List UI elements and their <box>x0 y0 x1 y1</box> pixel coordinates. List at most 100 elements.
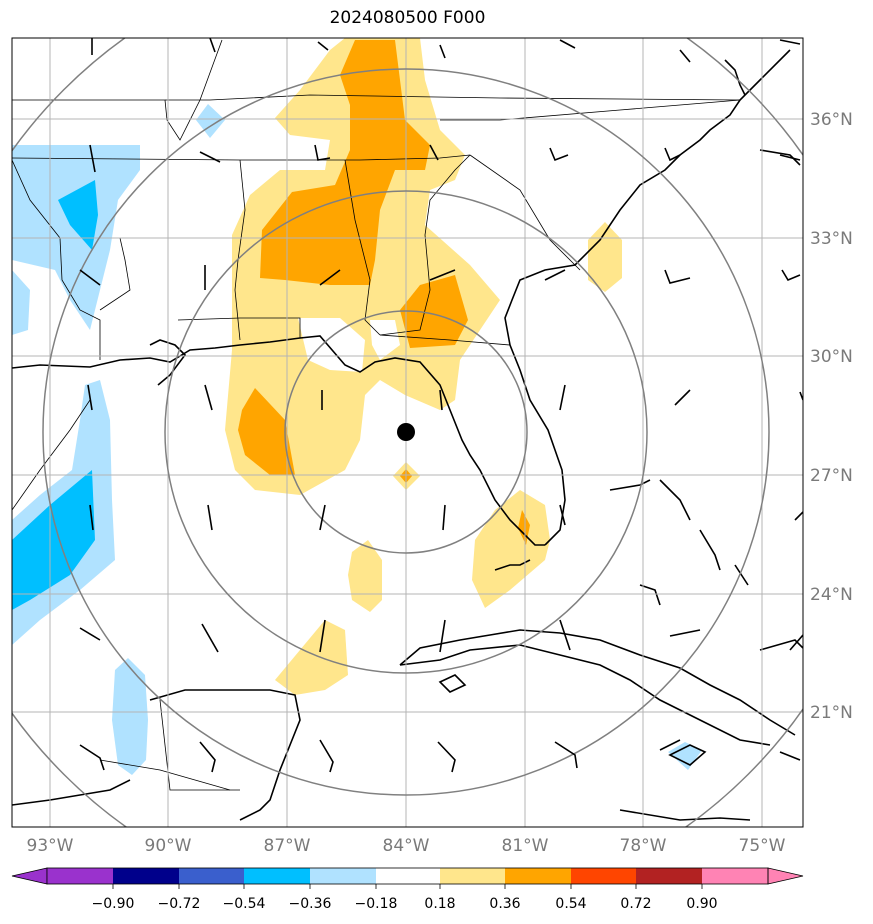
coast-bahamas-2 <box>659 479 691 521</box>
colorbar-segment <box>440 868 505 884</box>
coast-bahamas-1 <box>609 479 651 491</box>
colorbar-segment <box>179 868 244 884</box>
pos-region-atlantic <box>588 222 622 292</box>
wind-barb <box>209 38 216 53</box>
lat-label: 36°N <box>810 110 853 130</box>
positive-shading <box>225 38 622 695</box>
coast-isle-of-youth <box>438 674 467 693</box>
border-al-ga <box>379 154 471 336</box>
colorbar-segment <box>47 868 113 884</box>
wind-barbs <box>79 38 803 773</box>
wind-barb <box>559 384 566 411</box>
colorbar-tick-label: −0.90 <box>92 896 135 912</box>
colorbar-tick-label: −0.36 <box>289 896 332 912</box>
colorbar-segment <box>571 868 636 884</box>
wind-barb <box>199 151 221 163</box>
colorbar-tick-label: 0.18 <box>424 896 455 912</box>
lon-label: 87°W <box>264 836 311 856</box>
lon-label: 93°W <box>27 836 74 856</box>
neg-region-small-arkansas <box>196 104 225 138</box>
wind-barb <box>204 384 213 411</box>
range-ring-3 <box>42 68 770 796</box>
coast-bahamas-5 <box>639 584 661 606</box>
colorbar-extend-high <box>767 867 804 885</box>
lat-label: 33°N <box>810 229 853 249</box>
lat-label: 24°N <box>810 585 853 605</box>
wind-barb <box>89 144 96 173</box>
neg-region-jamaica <box>668 742 702 770</box>
pos-region-panhandle-gap <box>370 320 400 360</box>
border-ga-sc <box>469 154 581 271</box>
coast-cuba <box>399 629 796 736</box>
colorbar-segment <box>310 868 376 884</box>
border-state-north-2 <box>165 94 741 101</box>
wind-barb <box>429 269 456 281</box>
border-yucatan <box>159 699 240 791</box>
coast-jamaica <box>668 744 707 766</box>
colorbar-tick-label: −0.18 <box>355 896 398 912</box>
colorbar-segment <box>244 868 310 884</box>
coast-honduras <box>619 809 751 821</box>
coast-florida-east <box>504 49 791 546</box>
wind-barb <box>779 154 801 161</box>
colorbar-tick-label: 0.54 <box>555 896 586 912</box>
colorbar-outline <box>46 867 769 885</box>
wind-barb <box>319 504 326 531</box>
wind-barb <box>789 634 803 651</box>
wind-barb <box>201 623 219 653</box>
lat-labels: 36°N 33°N 30°N 27°N 24°N 21°N <box>810 110 853 723</box>
pos-core-gulf <box>238 388 295 475</box>
colorbar-segment <box>505 868 571 884</box>
lon-label: 84°W <box>383 836 430 856</box>
wind-barb <box>664 269 691 284</box>
coast-chesapeake <box>724 59 746 96</box>
lon-label: 78°W <box>620 836 667 856</box>
border-tn-south <box>12 154 471 161</box>
colorbar-tick-label: −0.72 <box>158 896 201 912</box>
wind-barb <box>439 389 443 411</box>
lon-label: 90°W <box>145 836 192 856</box>
wind-barb <box>79 744 105 771</box>
wind-barb <box>674 389 691 406</box>
wind-barb <box>429 144 439 161</box>
colorbar-tick-label: −0.54 <box>223 896 266 912</box>
wind-barb <box>442 504 446 531</box>
wind-barb <box>659 739 681 751</box>
wind-barb <box>781 269 801 282</box>
wind-barb <box>779 39 801 45</box>
colorbar: −0.90 −0.72 −0.54 −0.36 −0.18 0.18 0.36 … <box>11 867 804 912</box>
wind-barb <box>319 739 334 773</box>
wind-barb <box>89 504 94 531</box>
colorbar-segment <box>636 868 702 884</box>
coast-yucatan <box>149 689 301 821</box>
border-nc-va <box>440 99 741 121</box>
lat-label: 27°N <box>810 466 853 486</box>
wind-barb <box>79 269 101 286</box>
border-state-north-1 <box>12 39 223 141</box>
colorbar-tick-label: 0.72 <box>620 896 651 912</box>
colorbar-tick-label: 0.90 <box>686 896 717 912</box>
neg-region-west-edge <box>12 270 30 335</box>
wind-barb <box>207 504 213 531</box>
neg-region-gulf-west-core <box>12 470 95 610</box>
colorbar-segment <box>702 868 768 884</box>
storm-center-marker <box>397 423 415 441</box>
wind-barb <box>319 619 326 653</box>
wind-barb <box>554 741 578 769</box>
coast-mexico-west <box>12 779 131 806</box>
wind-barb <box>559 619 571 651</box>
colorbar-ticks <box>112 884 703 889</box>
pos-region-yucatan-north <box>275 620 348 695</box>
range-ring-1 <box>284 310 528 554</box>
wind-barb <box>679 49 691 63</box>
coastlines <box>12 49 803 821</box>
coast-nc-outer <box>759 149 801 166</box>
colorbar-segment <box>376 868 440 884</box>
negative-shading <box>12 104 702 775</box>
coast-hispaniola <box>759 639 803 651</box>
coast-gulf-north <box>12 335 545 546</box>
wind-barb <box>439 619 446 653</box>
border-ga-fl <box>379 334 511 346</box>
